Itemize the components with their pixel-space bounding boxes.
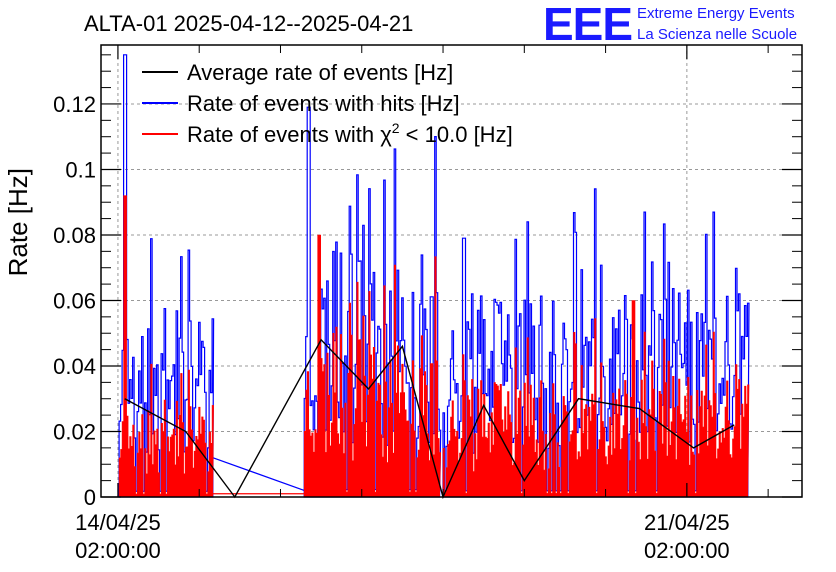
legend-chi2-sup: 2 (392, 120, 400, 136)
axes: 0 0.02 0.04 0.06 0.08 0.1 0.12 14/04/25 02:00:00… (53, 45, 802, 563)
legend-label-hits: Rate of events with hits [Hz] (187, 91, 460, 116)
eee-logo-line1: Extreme Energy Events (637, 5, 795, 22)
x-tick-label-date: 14/04/25 (75, 510, 161, 535)
legend-chi2-tail: < 10.0 [Hz] (400, 122, 513, 147)
y-tick-label: 0 (84, 485, 96, 510)
x-tick-label-date: 21/04/25 (644, 510, 730, 535)
y-axis-title: Rate [Hz] (3, 168, 33, 276)
legend-label-average: Average rate of events [Hz] (187, 60, 453, 85)
eee-logo-mark: EEE (543, 0, 632, 50)
chi2-rate-segment (303, 234, 442, 498)
hits-rate-segment (303, 106, 442, 498)
legend-label-chi2: Rate of events with χ2 < 10.0 [Hz] (187, 120, 513, 147)
eee-logo-line2: La Scienza nelle Scuole (637, 26, 797, 43)
chart-title: ALTA-01 2025-04-12--2025-04-21 (84, 11, 413, 36)
y-tick-label: 0.1 (65, 157, 96, 182)
legend: Average rate of events [Hz] Rate of even… (142, 60, 513, 147)
y-tick-label: 0.02 (53, 419, 96, 444)
y-tick-label: 0.12 (53, 92, 96, 117)
chi2-rate-segment (118, 195, 214, 498)
chi2-rate-segment (442, 300, 750, 498)
legend-chi2-main: Rate of events with χ (187, 122, 392, 147)
y-tick-label: 0.04 (53, 354, 96, 379)
y-tick-label: 0.06 (53, 288, 96, 313)
hits-rate-flat-segment (212, 457, 305, 492)
plot-frame (100, 44, 803, 498)
x-tick-label-time: 02:00:00 (644, 538, 730, 563)
hits-rate-segment (118, 54, 215, 498)
plot-area (118, 54, 750, 500)
eee-logo: EEE Extreme Energy Events La Scienza nel… (543, 0, 797, 50)
y-tick-label: 0.08 (53, 223, 96, 248)
x-tick-label-time: 02:00:00 (75, 538, 161, 563)
